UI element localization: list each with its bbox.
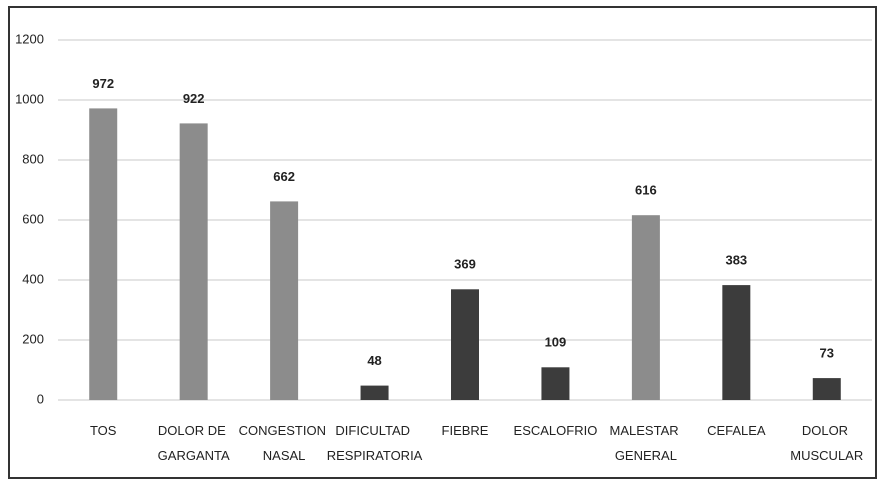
value-label: 383 (725, 253, 747, 268)
value-label: 922 (183, 91, 205, 106)
y-tick-label: 200 (22, 331, 44, 346)
y-tick-label: 0 (37, 391, 44, 406)
x-tick-label: DOLOR MUSCULAR (790, 423, 863, 463)
y-tick-label: 400 (22, 271, 44, 286)
x-tick-label: ESCALOFRIO (514, 423, 598, 438)
value-label: 369 (454, 257, 476, 272)
x-tick-label: MALESTAR GENERAL (610, 423, 683, 463)
bar (631, 215, 660, 400)
x-tick-label: CEFALEA (707, 423, 766, 438)
y-tick-label: 1200 (15, 31, 44, 46)
bar (812, 378, 841, 400)
value-label: 109 (545, 335, 567, 350)
x-tick-label: CONGESTION NASAL (239, 423, 330, 463)
x-tick-label: DIFICULTAD RESPIRATORIA (327, 423, 423, 463)
bar (179, 123, 208, 401)
chart-frame (8, 6, 877, 479)
value-label: 972 (92, 76, 114, 91)
bar (722, 285, 751, 400)
y-tick-label: 1000 (15, 91, 44, 106)
value-label: 48 (367, 353, 381, 368)
value-label: 662 (273, 169, 295, 184)
y-tick-label: 800 (22, 151, 44, 166)
value-label: 73 (820, 346, 834, 361)
bar (360, 385, 389, 400)
x-tick-label: DOLOR DE GARGANTA (158, 423, 230, 463)
bar (89, 108, 118, 401)
bar (451, 289, 479, 400)
value-label: 616 (635, 183, 657, 198)
bar (541, 367, 570, 400)
y-tick-label: 600 (22, 211, 44, 226)
bar (270, 201, 299, 400)
x-tick-label: TOS (90, 423, 117, 438)
x-tick-label: FIEBRE (442, 423, 489, 438)
